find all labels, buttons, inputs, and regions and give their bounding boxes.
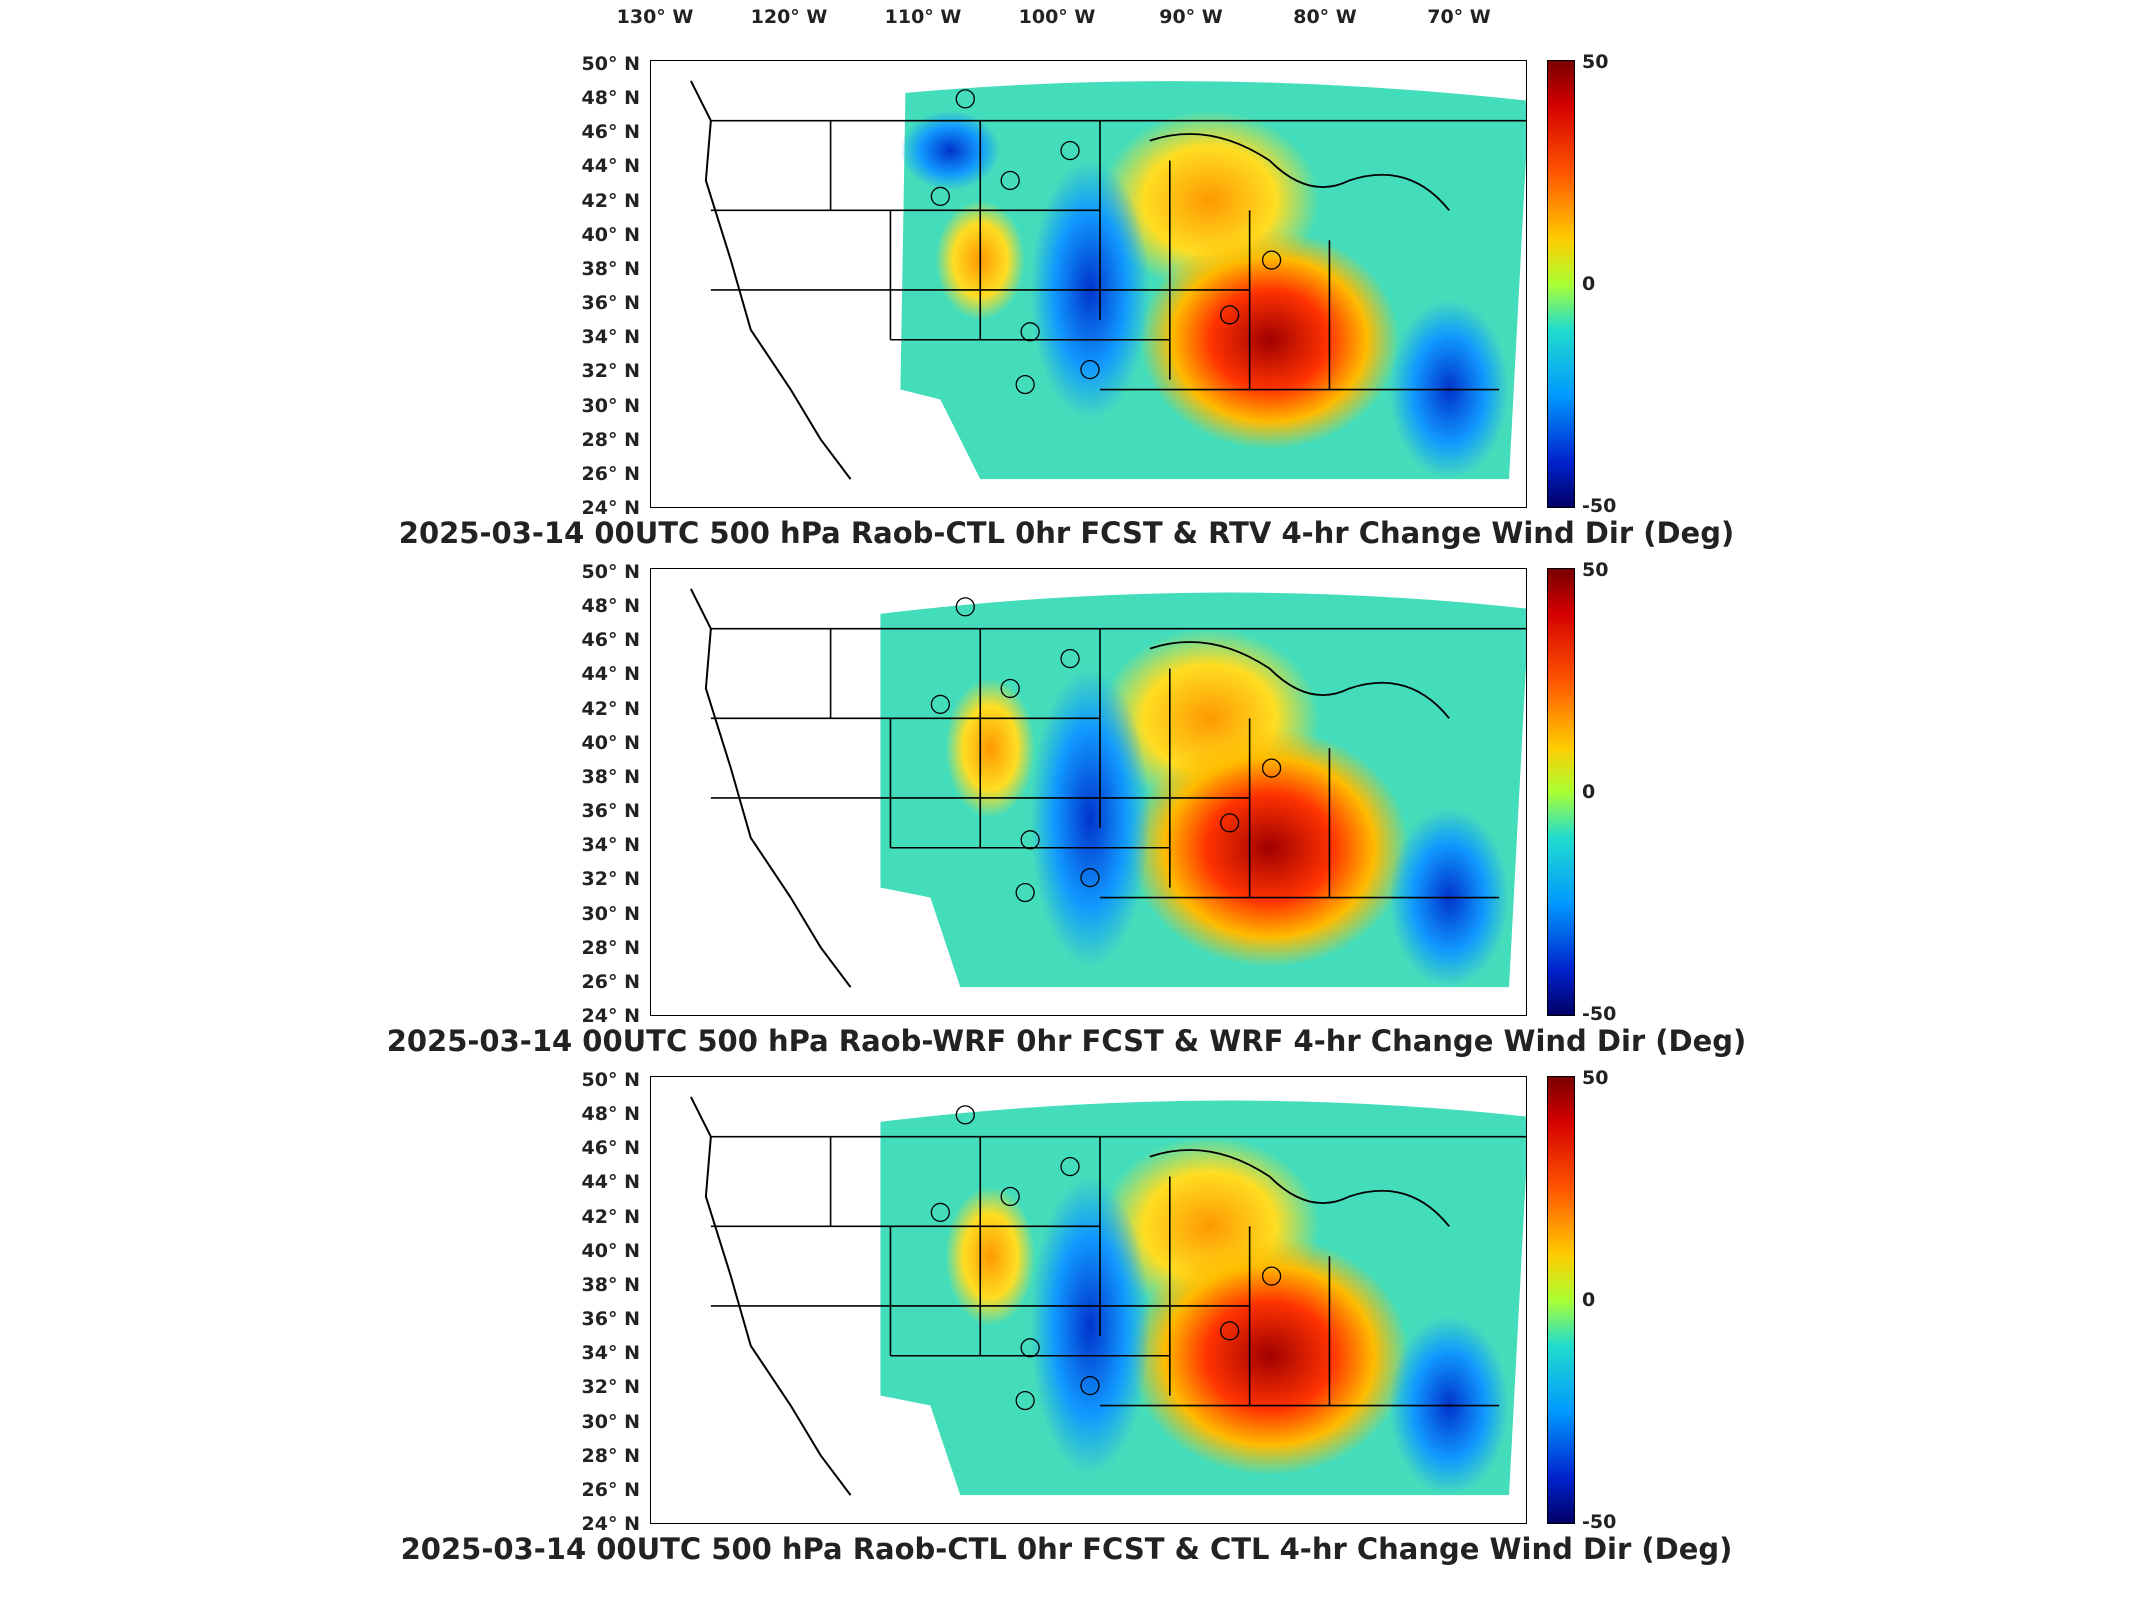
lat-label: 48° N [581, 87, 640, 110]
colorbar-min-label: -50 [1582, 1003, 1617, 1025]
lat-label: 40° N [581, 223, 640, 246]
colorbar-max-label: 50 [1582, 51, 1609, 73]
map-plot [650, 568, 1527, 1016]
lat-label: 34° N [581, 326, 640, 349]
lon-label-110w: 110° W [884, 6, 962, 28]
lat-label: 42° N [581, 697, 640, 720]
colorbar-mid-label: 0 [1582, 273, 1596, 295]
colorbar-mid-label: 0 [1582, 1289, 1596, 1311]
lat-label: 30° N [581, 902, 640, 925]
lat-label: 24° N [581, 497, 640, 519]
lat-label: 50° N [581, 1069, 640, 1091]
lon-label-80w: 80° W [1293, 6, 1357, 28]
lon-label-130w: 130° W [616, 6, 694, 28]
panel-title: 2025-03-14 00UTC 500 hPa Raob-WRF 0hr FC… [386, 1024, 1747, 1058]
longitude-axis: 130° W 120° W 110° W 100° W 90° W 80° W … [0, 0, 2133, 40]
colorbar [1547, 1076, 1575, 1524]
lat-label: 46° N [581, 121, 640, 144]
map-field [690, 80, 1526, 480]
map-field [690, 588, 1526, 988]
lat-label: 26° N [581, 970, 640, 993]
panel-2: 50° N 48° N 46° N 44° N 42° N 40° N 38° N 36° N… [0, 556, 2133, 1066]
panel-3: 50° N 48° N 46° N 44° N 42° N 40° N 38° N 36° N… [0, 1064, 2133, 1574]
lat-label: 24° N [581, 1513, 640, 1535]
panel-title: 2025-03-14 00UTC 500 hPa Raob-CTL 0hr FC… [400, 1532, 1733, 1566]
colorbar-max-label: 50 [1582, 559, 1609, 581]
map-plot [650, 1076, 1527, 1524]
colorbar [1547, 60, 1575, 508]
lat-label: 38° N [581, 1273, 640, 1296]
lat-label: 38° N [581, 765, 640, 788]
panel-1: 50° N 48° N 46° N 44° N 42° N 40° N 38° N 36° N… [0, 48, 2133, 558]
colorbar-min-label: -50 [1582, 1511, 1617, 1533]
colorbar-min-label: -50 [1582, 495, 1617, 517]
lat-label: 50° N [581, 561, 640, 583]
lon-label-100w: 100° W [1018, 6, 1096, 28]
lat-label: 48° N [581, 1103, 640, 1126]
lat-label: 26° N [581, 462, 640, 485]
lat-label: 30° N [581, 394, 640, 417]
lat-label: 38° N [581, 257, 640, 280]
lat-label: 28° N [581, 428, 640, 451]
lat-label: 24° N [581, 1005, 640, 1027]
lat-label: 34° N [581, 834, 640, 857]
colorbar-mid-label: 0 [1582, 781, 1596, 803]
lat-label: 48° N [581, 595, 640, 618]
lat-label: 26° N [581, 1478, 640, 1501]
lon-label-90w: 90° W [1159, 6, 1223, 28]
lat-label: 44° N [581, 155, 640, 178]
lon-label-120w: 120° W [750, 6, 828, 28]
lat-label: 32° N [581, 868, 640, 891]
lat-label: 32° N [581, 1376, 640, 1399]
lat-label: 50° N [581, 53, 640, 75]
lat-label: 30° N [581, 1410, 640, 1433]
lat-label: 36° N [581, 1308, 640, 1331]
colorbar-max-label: 50 [1582, 1067, 1609, 1089]
map-field [690, 1096, 1526, 1496]
lat-label: 40° N [581, 731, 640, 754]
lat-label: 36° N [581, 800, 640, 823]
colorbar [1547, 568, 1575, 1016]
lat-label: 36° N [581, 292, 640, 315]
lat-label: 44° N [581, 663, 640, 686]
lat-label: 44° N [581, 1171, 640, 1194]
lat-label: 28° N [581, 936, 640, 959]
lat-label: 32° N [581, 360, 640, 383]
map-plot [650, 60, 1527, 508]
lat-label: 42° N [581, 189, 640, 212]
lat-label: 42° N [581, 1205, 640, 1228]
panel-title: 2025-03-14 00UTC 500 hPa Raob-CTL 0hr FC… [398, 516, 1735, 550]
lon-label-70w: 70° W [1427, 6, 1491, 28]
lat-label: 40° N [581, 1239, 640, 1262]
lat-label: 28° N [581, 1444, 640, 1467]
lat-label: 46° N [581, 629, 640, 652]
lat-label: 34° N [581, 1342, 640, 1365]
lat-label: 46° N [581, 1137, 640, 1160]
